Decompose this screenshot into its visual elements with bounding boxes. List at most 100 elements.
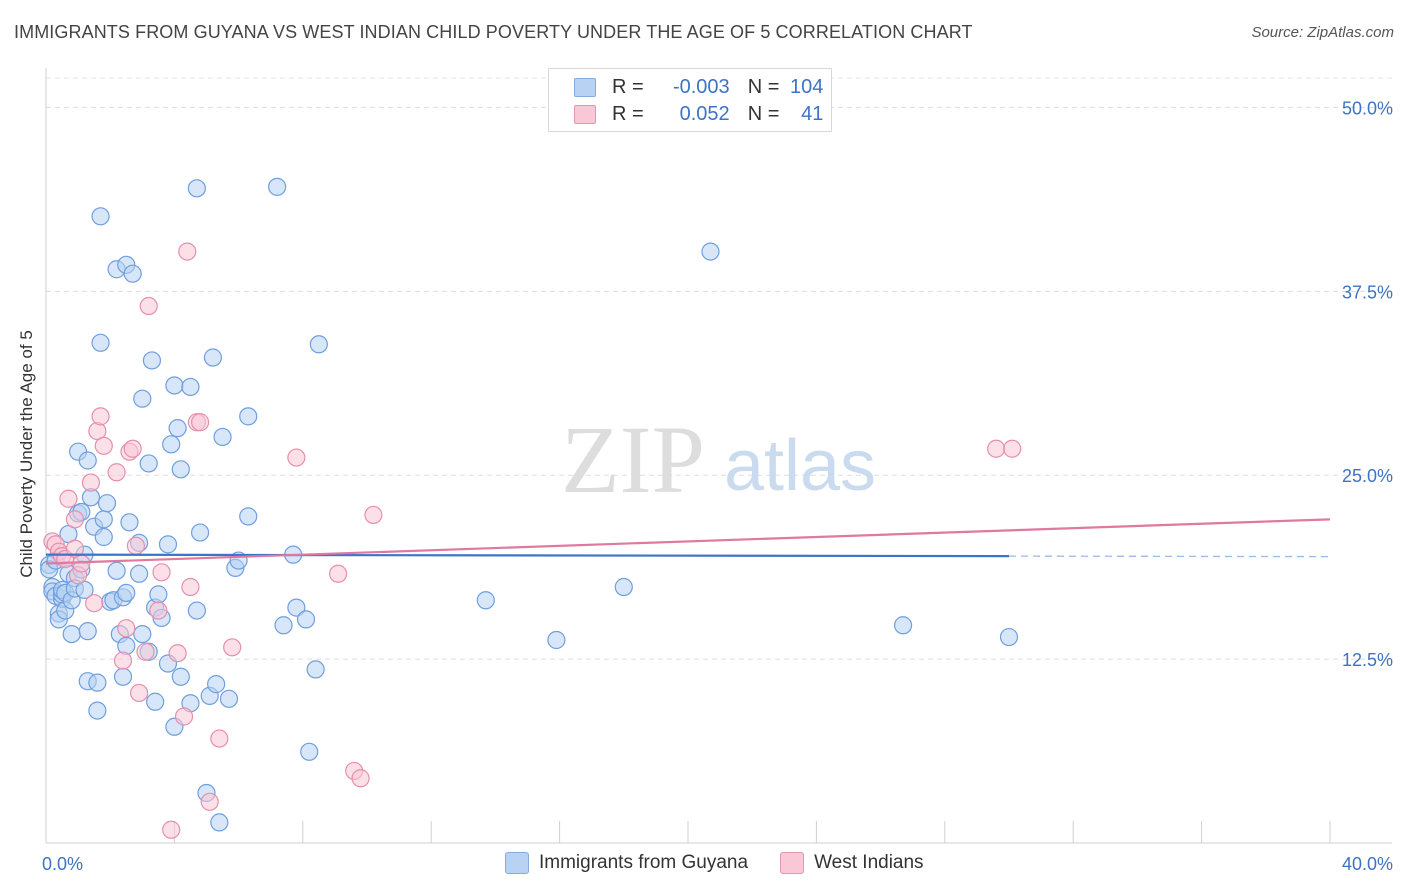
point-guyana bbox=[203, 348, 223, 367]
point-west-indians bbox=[987, 439, 1006, 458]
point-guyana bbox=[287, 598, 306, 617]
point-guyana bbox=[171, 667, 190, 686]
point-guyana bbox=[62, 624, 81, 644]
point-guyana bbox=[181, 377, 200, 397]
point-west-indians bbox=[200, 792, 219, 811]
point-west-indians bbox=[91, 407, 110, 426]
point-guyana bbox=[165, 376, 184, 395]
point-west-indians bbox=[107, 463, 126, 482]
chart-title: IMMIGRANTS FROM GUYANA VS WEST INDIAN CH… bbox=[14, 22, 973, 42]
legend-r-value-guyana: -0.003 bbox=[672, 75, 730, 98]
legend-swatch-west-indians bbox=[574, 104, 596, 124]
point-west-indians bbox=[85, 594, 104, 613]
point-west-indians bbox=[329, 564, 348, 583]
point-west-indians bbox=[113, 651, 133, 670]
point-west-indians bbox=[65, 510, 84, 529]
point-west-indians bbox=[190, 413, 210, 432]
point-guyana bbox=[210, 813, 229, 832]
y-tick-label: 50.0% bbox=[1342, 98, 1393, 118]
point-guyana bbox=[274, 616, 293, 635]
legend-n-value-guyana: 104 bbox=[790, 75, 824, 98]
point-guyana bbox=[207, 675, 226, 694]
point-west-indians bbox=[223, 638, 242, 657]
legend-n-label: N = bbox=[747, 102, 780, 125]
point-guyana bbox=[162, 435, 181, 454]
series-legend-west-indians[interactable]: West Indians bbox=[780, 852, 924, 874]
trend-line-guyana bbox=[45, 553, 1010, 558]
watermark: ZIP atlas bbox=[561, 406, 876, 513]
series-swatch-west-indians bbox=[780, 852, 805, 874]
legend-row-guyana: R = -0.003 N = 104 bbox=[574, 73, 823, 101]
point-west-indians bbox=[162, 820, 181, 839]
series-legend: Immigrants from Guyana West Indians bbox=[505, 852, 956, 874]
watermark-zip: ZIP bbox=[561, 406, 705, 513]
point-guyana bbox=[120, 513, 139, 532]
point-guyana bbox=[113, 667, 133, 686]
point-west-indians bbox=[181, 577, 200, 597]
point-west-indians bbox=[174, 707, 194, 726]
trend-lines bbox=[45, 518, 1331, 565]
point-guyana bbox=[239, 507, 258, 526]
axes bbox=[45, 68, 1392, 844]
point-west-indians bbox=[152, 563, 171, 582]
point-guyana bbox=[701, 242, 720, 261]
source-credit: Source: ZipAtlas.com bbox=[1251, 24, 1394, 41]
point-guyana bbox=[78, 451, 97, 470]
legend-n-label: N = bbox=[747, 75, 780, 98]
point-guyana bbox=[88, 701, 107, 720]
point-west-indians bbox=[59, 489, 78, 508]
y-tick-label: 25.0% bbox=[1342, 466, 1393, 486]
point-guyana bbox=[133, 624, 152, 644]
point-guyana bbox=[158, 535, 178, 554]
point-guyana bbox=[300, 742, 319, 761]
point-west-indians bbox=[81, 473, 101, 492]
x-tick-label: 0.0% bbox=[42, 854, 83, 874]
point-guyana bbox=[133, 389, 152, 408]
point-west-indians bbox=[287, 448, 306, 467]
point-guyana bbox=[268, 177, 287, 196]
point-guyana bbox=[213, 427, 232, 447]
point-guyana bbox=[547, 630, 566, 650]
legend-r-label: R = bbox=[612, 102, 644, 125]
point-guyana bbox=[91, 333, 110, 352]
point-west-indians bbox=[210, 729, 229, 748]
point-west-indians bbox=[117, 619, 136, 638]
point-guyana bbox=[94, 527, 113, 547]
point-west-indians bbox=[351, 769, 370, 788]
x-tick-label: 40.0% bbox=[1342, 854, 1393, 874]
y-axis-label: Child Poverty Under the Age of 5 bbox=[17, 330, 36, 578]
series-swatch-guyana bbox=[505, 852, 529, 874]
point-guyana bbox=[142, 351, 162, 370]
tick-labels: 12.5% 25.0% 37.5% 50.0% 0.0% 40.0% bbox=[42, 98, 1393, 874]
point-west-indians bbox=[129, 683, 149, 703]
point-west-indians bbox=[94, 436, 113, 455]
point-guyana bbox=[117, 636, 136, 655]
legend-r-value-west-indians: 0.052 bbox=[679, 102, 730, 125]
point-west-indians bbox=[1003, 439, 1022, 458]
point-guyana bbox=[893, 616, 913, 635]
point-guyana bbox=[614, 577, 633, 597]
point-guyana bbox=[149, 585, 168, 604]
point-guyana bbox=[999, 627, 1019, 647]
y-tick-label: 37.5% bbox=[1342, 282, 1393, 302]
legend-row-west-indians: R = 0.052 N = 41 bbox=[574, 100, 823, 128]
correlation-legend: R = -0.003 N = 104 R = 0.052 N = 41 bbox=[548, 68, 832, 132]
point-west-indians bbox=[178, 242, 197, 261]
point-guyana bbox=[219, 689, 239, 708]
point-guyana bbox=[190, 523, 210, 542]
point-guyana bbox=[117, 583, 136, 603]
point-guyana bbox=[296, 610, 316, 629]
point-guyana bbox=[187, 179, 206, 198]
point-west-indians bbox=[139, 296, 158, 316]
point-guyana bbox=[123, 264, 142, 283]
series-legend-guyana[interactable]: Immigrants from Guyana bbox=[505, 852, 748, 874]
point-guyana bbox=[187, 601, 206, 620]
point-guyana bbox=[107, 561, 126, 580]
point-guyana bbox=[88, 673, 107, 692]
point-guyana bbox=[94, 510, 113, 529]
series-legend-label: Immigrants from Guyana bbox=[539, 852, 749, 873]
legend-swatch-guyana bbox=[574, 77, 596, 97]
watermark-atlas: atlas bbox=[724, 426, 876, 506]
point-west-indians bbox=[149, 601, 168, 620]
point-guyana bbox=[129, 564, 149, 583]
